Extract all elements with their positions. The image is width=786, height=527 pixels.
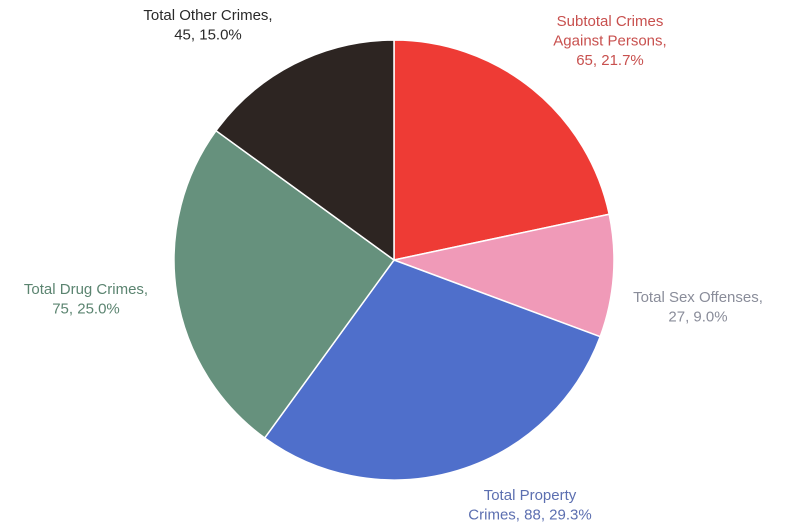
- pie-slice-label-4: Total Other Crimes, 45, 15.0%: [143, 7, 272, 44]
- pie-slice-3: [173, 129, 396, 440]
- pie-slice-label-line: Against Persons,: [553, 33, 666, 50]
- pie-slice-label-line: Total Other Crimes,: [143, 7, 272, 24]
- pie-slice-1: [391, 213, 615, 338]
- pie-slice-label-line: Total Drug Crimes,: [24, 281, 148, 298]
- pie-slice-0: [393, 39, 611, 261]
- pie-slice-label-2: Total Property Crimes, 88, 29.3%: [468, 487, 591, 524]
- pie-slice-label-line: Total Property: [484, 487, 577, 504]
- pie-labels: Subtotal Crimes Against Persons, 65, 21.7%…: [24, 7, 763, 524]
- pie-slice-4: [214, 39, 395, 262]
- pie-slice-label-line: 65, 21.7%: [576, 52, 644, 69]
- pie-slice-label-1: Total Sex Offenses, 27, 9.0%: [633, 289, 763, 326]
- pie-slice-label-0: Subtotal Crimes Against Persons, 65, 21.7%: [553, 13, 666, 69]
- pie-slice-label-line: Total Sex Offenses,: [633, 289, 763, 306]
- pie-slice-label-line: Crimes, 88, 29.3%: [468, 507, 591, 524]
- pie-slice-label-line: 75, 25.0%: [52, 301, 120, 318]
- pie-slices: [173, 39, 615, 481]
- pie-slice-label-3: Total Drug Crimes, 75, 25.0%: [24, 281, 148, 318]
- pie-slice-2: [263, 259, 602, 481]
- pie-slice-label-line: 45, 15.0%: [174, 27, 242, 44]
- pie-slice-label-line: 27, 9.0%: [668, 309, 727, 326]
- pie-slice-label-line: Subtotal Crimes: [557, 13, 664, 30]
